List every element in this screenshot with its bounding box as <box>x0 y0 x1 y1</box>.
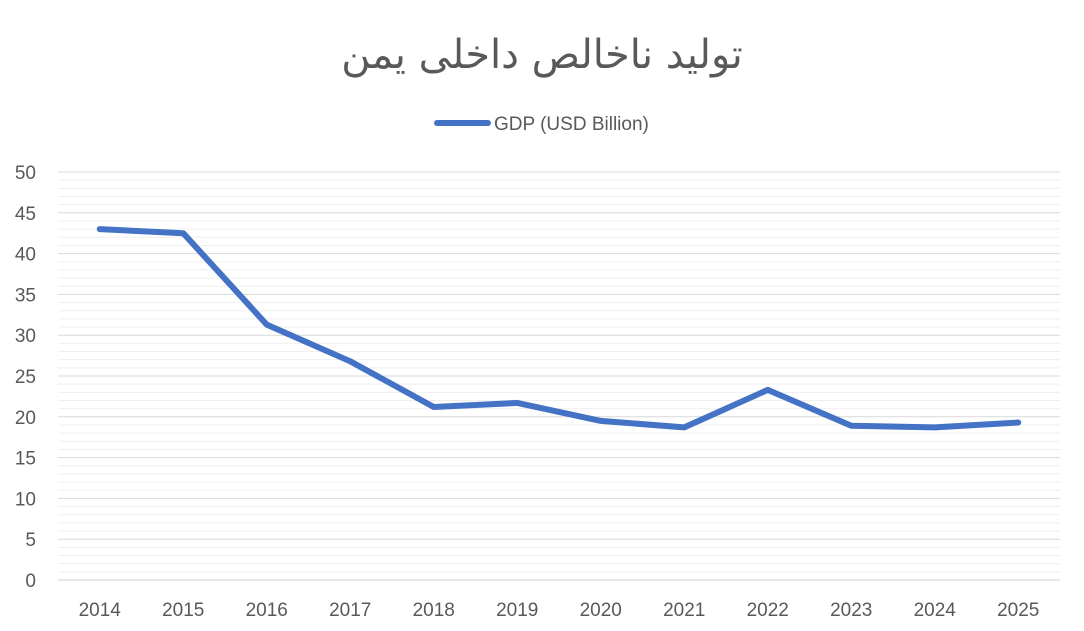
gridlines <box>58 171 1060 581</box>
x-tick-label: 2020 <box>580 600 622 621</box>
x-tick-label: 2017 <box>329 600 371 621</box>
legend: GDP (USD Billion) <box>434 114 649 135</box>
y-tick-label: 50 <box>15 163 36 184</box>
x-tick-label: 2016 <box>246 600 288 621</box>
y-tick-label: 45 <box>15 204 36 225</box>
x-tick-label: 2023 <box>830 600 872 621</box>
y-tick-label: 25 <box>15 367 36 388</box>
y-tick-label: 15 <box>15 449 36 470</box>
y-tick-label: 40 <box>15 245 36 266</box>
y-axis-ticks: 0 5 10 15 20 25 30 35 40 45 50 <box>15 163 36 592</box>
chart-title: تولید ناخالص داخلی یمن <box>341 32 743 78</box>
y-tick-label: 0 <box>25 571 36 592</box>
x-tick-label: 2025 <box>997 600 1039 621</box>
series-layer <box>96 226 1022 431</box>
y-tick-label: 30 <box>15 326 36 347</box>
x-tick-label: 2014 <box>79 600 122 621</box>
legend-label: GDP (USD Billion) <box>494 114 649 135</box>
y-tick-label: 20 <box>15 408 36 429</box>
x-tick-label: 2018 <box>413 600 455 621</box>
y-tick-label: 5 <box>25 530 36 551</box>
y-tick-label: 10 <box>15 489 36 510</box>
x-tick-label: 2022 <box>747 600 789 621</box>
x-tick-label: 2021 <box>663 600 705 621</box>
x-tick-label: 2015 <box>162 600 204 621</box>
x-axis-ticks: 2014 2015 2016 2017 2018 2019 2020 2021 2022 2023… <box>79 600 1040 621</box>
series-line-0 <box>96 226 1022 431</box>
y-tick-label: 35 <box>15 285 36 306</box>
x-tick-label: 2024 <box>914 600 957 621</box>
x-tick-label: 2019 <box>496 600 538 621</box>
